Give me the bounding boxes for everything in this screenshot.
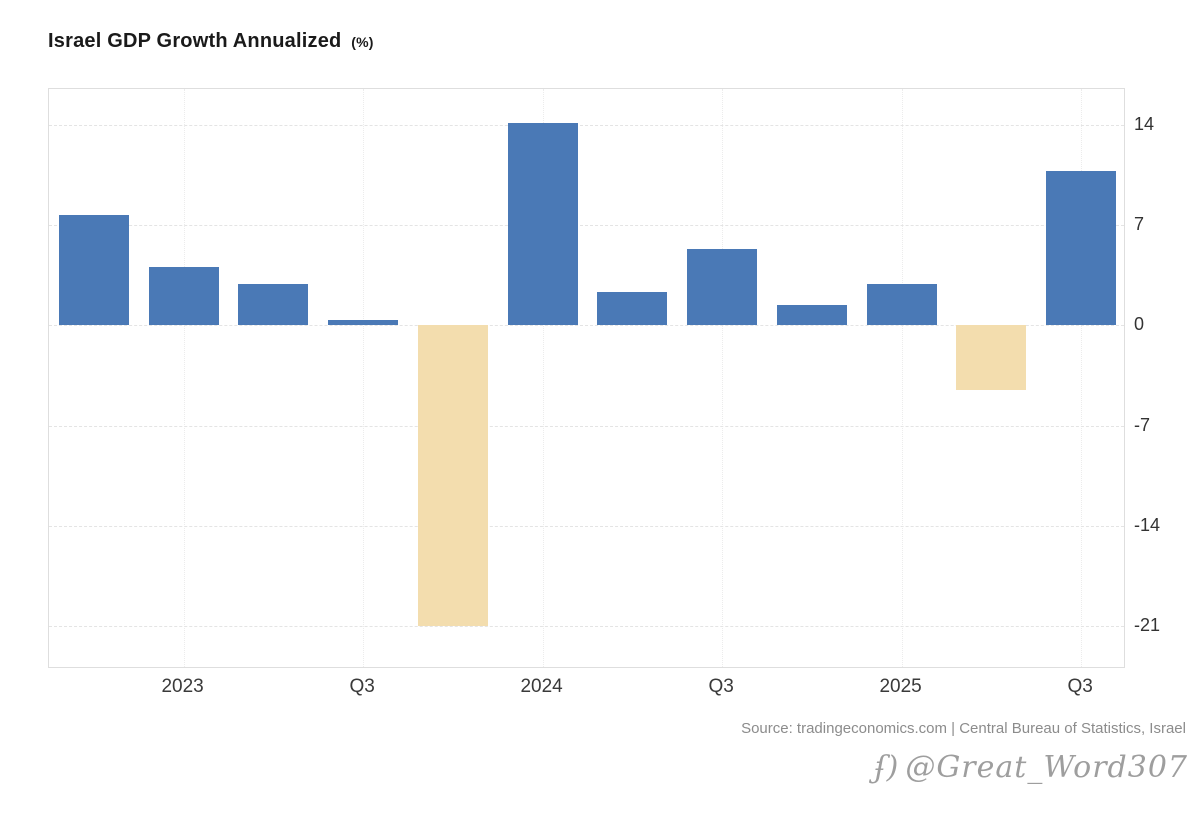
x-tick-label: Q3 <box>708 676 734 697</box>
chart-title-text: Israel GDP Growth Annualized <box>48 30 342 52</box>
bar-q3-2023[interactable] <box>328 319 399 326</box>
bar-q4-2022[interactable] <box>58 215 129 326</box>
gridline-vertical <box>722 89 724 667</box>
y-tick-label: 14 <box>1134 113 1155 134</box>
chart-title: Israel GDP Growth Annualized (%) <box>48 30 374 53</box>
gridline-horizontal <box>49 225 1124 227</box>
y-tick-label: 7 <box>1134 214 1145 235</box>
bar-q3-2024[interactable] <box>687 249 758 326</box>
x-tick-label: 2023 <box>161 676 204 697</box>
gridline-horizontal <box>49 425 1124 427</box>
bar-q1-2024[interactable] <box>507 123 578 326</box>
gridline-horizontal <box>49 626 1124 628</box>
gridline-vertical <box>363 89 365 667</box>
bar-q3-2025[interactable] <box>1046 170 1117 326</box>
source-text: Source: tradingeconomics.com | Central B… <box>741 720 1186 737</box>
watermark-logo-icon: ʄ) <box>874 750 900 785</box>
x-axis-labels: 2023 Q3 2024 Q3 2025 Q3 <box>48 676 1125 706</box>
bar-q4-2023[interactable] <box>417 325 488 627</box>
bar-q2-2024[interactable] <box>597 292 668 326</box>
y-tick-label: -7 <box>1134 414 1151 435</box>
y-tick-label: -21 <box>1134 615 1161 636</box>
gridline-vertical <box>183 89 185 667</box>
x-tick-label: Q3 <box>1067 676 1093 697</box>
x-tick-label: Q3 <box>349 676 375 697</box>
bar-q4-2024[interactable] <box>776 305 847 326</box>
bar-q1-2023[interactable] <box>148 266 219 326</box>
bar-q2-2023[interactable] <box>238 283 309 326</box>
bar-q2-2025[interactable] <box>956 325 1027 390</box>
gridline-vertical <box>901 89 903 667</box>
watermark-handle: @Great_Word307 <box>905 750 1188 785</box>
y-tick-label: 0 <box>1134 314 1145 335</box>
watermark: ʄ) @Great_Word307 <box>875 750 1188 785</box>
plot-area <box>48 88 1125 668</box>
gridline-horizontal <box>49 525 1124 527</box>
bar-q1-2025[interactable] <box>866 283 937 326</box>
y-tick-label: -14 <box>1134 514 1161 535</box>
x-tick-label: 2024 <box>520 676 563 697</box>
chart-title-unit: (%) <box>351 34 374 50</box>
y-axis-labels: 14 7 0 -7 -14 -21 <box>1134 88 1194 668</box>
x-tick-label: 2025 <box>879 676 922 697</box>
gridline-horizontal <box>49 124 1124 126</box>
gridline-vertical <box>542 89 544 667</box>
gridline-horizontal <box>49 325 1124 327</box>
gridline-vertical <box>1081 89 1083 667</box>
